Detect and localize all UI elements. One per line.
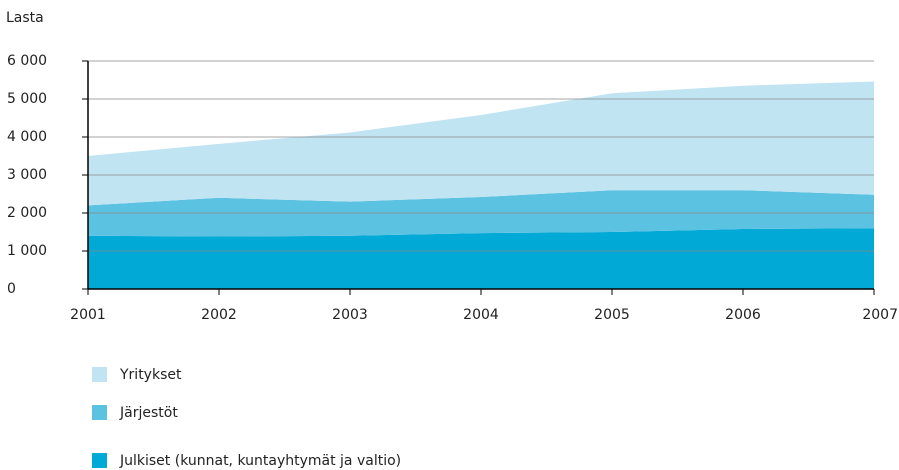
area	[88, 190, 874, 237]
legend-label: Yritykset	[119, 367, 182, 383]
legend-label: Julkiset (kunnat, kuntayhtymät ja valtio…	[119, 453, 401, 469]
legend-swatch	[92, 405, 107, 420]
y-tick-label: 3 000	[7, 167, 47, 183]
y-axis-label: Lasta	[6, 10, 44, 26]
x-tick-label: 2007	[862, 307, 898, 323]
x-tick-label: 2002	[201, 307, 237, 323]
y-tick-label: 4 000	[7, 129, 47, 145]
y-tick-label: 5 000	[7, 91, 47, 107]
area	[88, 81, 874, 206]
legend-swatch	[92, 367, 107, 382]
x-tick-label: 2005	[594, 307, 630, 323]
area	[88, 228, 874, 289]
y-tick-label: 2 000	[7, 205, 47, 221]
x-tick-label: 2003	[332, 307, 368, 323]
x-tick-label: 2004	[463, 307, 499, 323]
x-tick-label: 2001	[70, 307, 106, 323]
y-tick-label: 0	[7, 281, 16, 297]
y-tick-label: 6 000	[7, 53, 47, 69]
x-tick-label: 2006	[725, 307, 761, 323]
legend-label: Järjestöt	[119, 405, 178, 421]
y-tick-label: 1 000	[7, 243, 47, 259]
legend-swatch	[92, 453, 107, 468]
